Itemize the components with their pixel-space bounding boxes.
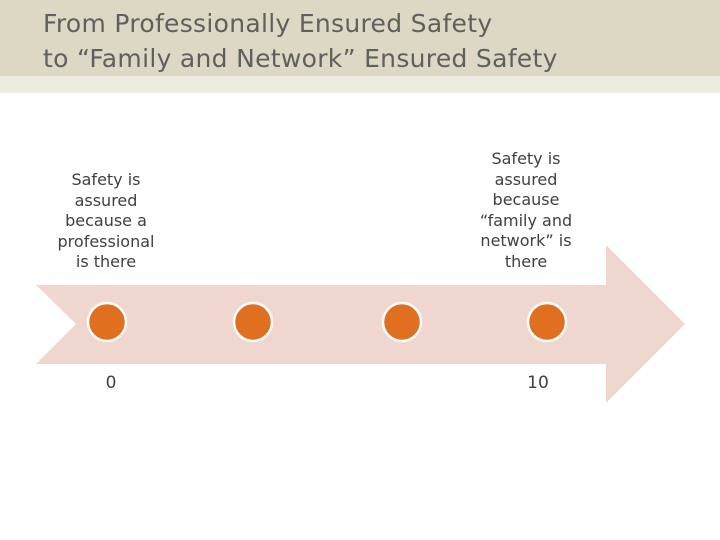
right-end-label: Safety is assured because “family and networ…	[462, 149, 590, 272]
label-left-line: Safety is	[71, 170, 141, 189]
slide-title-line-1: From Professionally Ensured Safety	[43, 9, 493, 38]
left-end-label: Safety is assured because a professional is …	[40, 170, 172, 273]
scale-markers	[86, 301, 568, 343]
label-right-line: there	[504, 251, 548, 271]
label-left-line: is there	[75, 252, 137, 271]
label-right-line: because	[492, 190, 560, 209]
scale-value-left: 0	[105, 373, 117, 393]
label-left-line: professional	[57, 231, 155, 251]
scale-value-right: 10	[527, 373, 549, 393]
scale-marker	[381, 301, 423, 343]
scale-marker	[526, 301, 568, 343]
label-right-line: “family and	[479, 210, 573, 230]
label-right-line: assured	[494, 169, 558, 189]
slide-title: From Professionally Ensured Safety to “F…	[43, 6, 558, 76]
label-right-line: network” is	[480, 231, 572, 250]
title-band	[0, 0, 720, 76]
scale-marker	[86, 301, 128, 343]
title-strip	[0, 76, 720, 93]
scale-marker	[232, 301, 274, 343]
label-left-line: assured	[74, 190, 138, 210]
scale-arrow	[36, 245, 685, 403]
label-left-line: because a	[65, 211, 147, 230]
label-right-line: Safety is	[491, 149, 561, 168]
slide-title-line-2: to “Family and Network” Ensured Safety	[43, 44, 558, 73]
